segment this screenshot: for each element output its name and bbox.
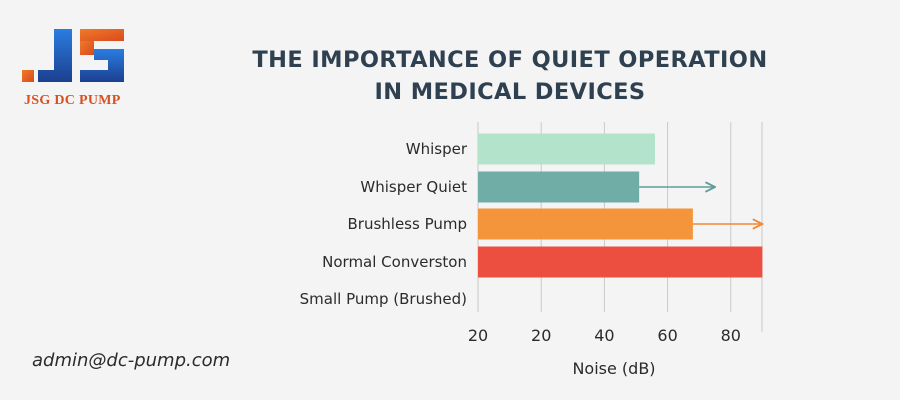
x-tick-label: 20 xyxy=(468,326,488,345)
contact-email[interactable]: admin@dc-pump.com xyxy=(32,350,231,371)
x-axis-label: Noise (dB) xyxy=(572,359,655,378)
brand-name: JSG DC PUMP xyxy=(24,93,121,108)
category-label: Normal Converston xyxy=(322,253,467,271)
bar xyxy=(478,246,763,278)
chart-title: THE IMPORTANCE OF QUIET OPERATION IN MED… xyxy=(212,44,808,108)
x-tick-label: 60 xyxy=(657,326,677,345)
category-label: Brushless Pump xyxy=(347,215,467,233)
bar xyxy=(478,133,655,165)
chart-title-line-2: IN MEDICAL DEVICES xyxy=(374,79,646,105)
bar xyxy=(478,171,640,203)
x-tick-label: 20 xyxy=(531,326,551,345)
category-label: Small Pump (Brushed) xyxy=(300,290,467,308)
category-label: Whisper xyxy=(406,140,468,158)
company-logo xyxy=(22,29,124,82)
x-tick-label: 80 xyxy=(721,326,741,345)
bar xyxy=(478,208,693,240)
category-label: Whisper Quiet xyxy=(360,178,467,196)
x-tick-label: 40 xyxy=(594,326,614,345)
chart-title-line-1: THE IMPORTANCE OF QUIET OPERATION xyxy=(252,47,768,73)
